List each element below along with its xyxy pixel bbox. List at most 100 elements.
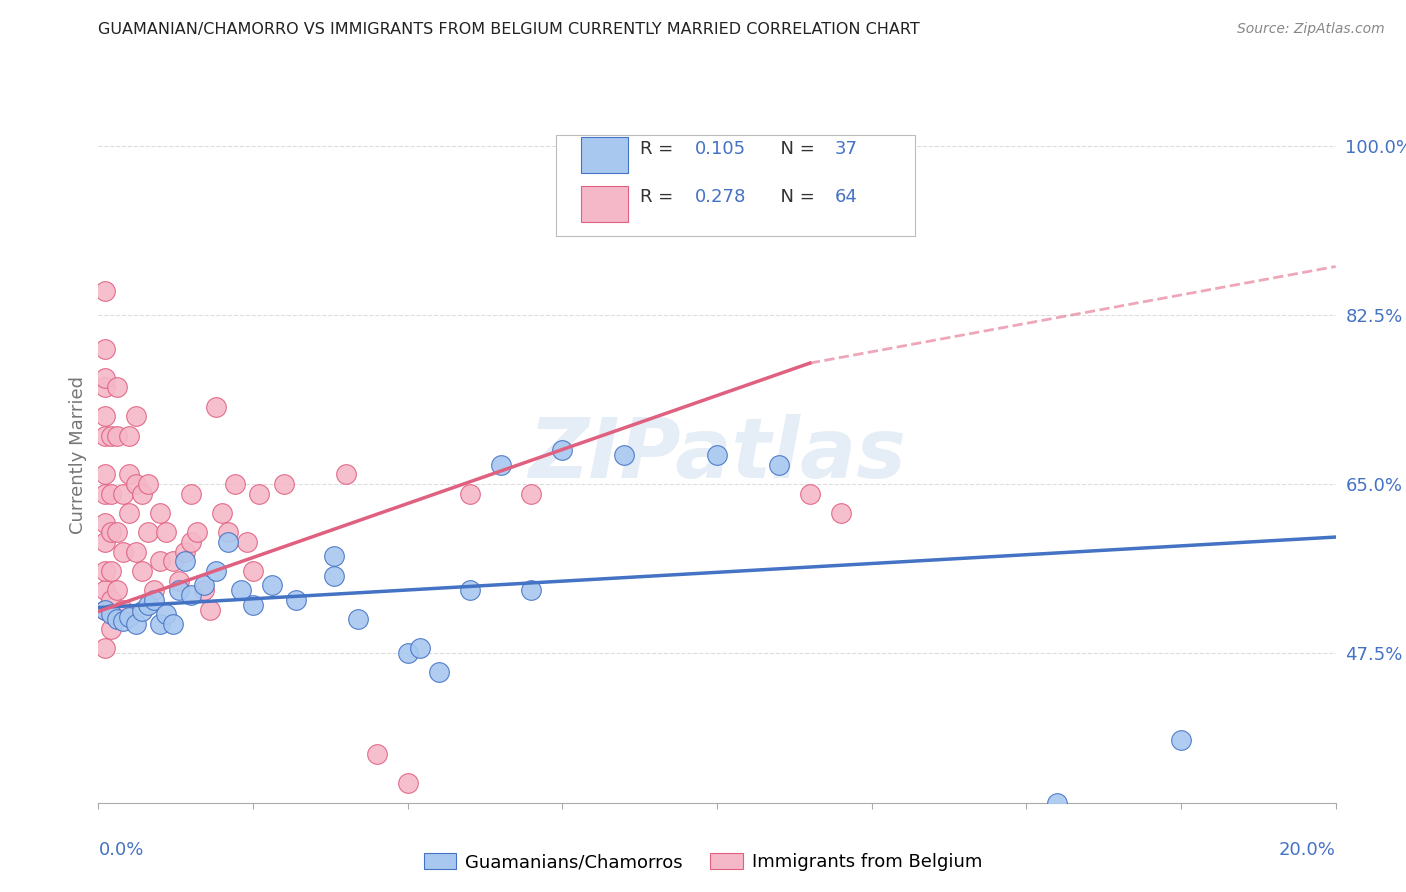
Text: GUAMANIAN/CHAMORRO VS IMMIGRANTS FROM BELGIUM CURRENTLY MARRIED CORRELATION CHAR: GUAMANIAN/CHAMORRO VS IMMIGRANTS FROM BE… xyxy=(98,22,920,37)
Point xyxy=(124,617,146,632)
Point xyxy=(830,506,852,520)
Point xyxy=(93,409,115,424)
Point xyxy=(247,486,270,500)
Point xyxy=(162,554,184,568)
Point xyxy=(131,486,153,500)
Point xyxy=(93,535,115,549)
Point xyxy=(105,380,128,394)
Point xyxy=(458,583,481,598)
Point xyxy=(100,622,122,636)
Point xyxy=(105,525,128,540)
Text: 0.0%: 0.0% xyxy=(98,841,143,859)
Point xyxy=(285,592,308,607)
Point xyxy=(105,428,128,442)
Point xyxy=(167,583,190,598)
Point xyxy=(100,486,122,500)
Point xyxy=(131,605,153,619)
Point xyxy=(396,646,419,660)
Point xyxy=(193,583,215,598)
Point xyxy=(93,467,115,482)
Point xyxy=(217,535,239,549)
Point xyxy=(193,578,215,592)
Point xyxy=(112,602,135,616)
Point xyxy=(520,583,543,598)
Point xyxy=(100,607,122,622)
Point xyxy=(335,467,357,482)
Point xyxy=(347,612,370,626)
Point xyxy=(205,564,228,578)
Point xyxy=(93,564,115,578)
Point xyxy=(93,380,115,394)
Text: 0.105: 0.105 xyxy=(695,140,747,158)
Point xyxy=(136,525,159,540)
Point xyxy=(799,486,821,500)
Text: ZIPatlas: ZIPatlas xyxy=(529,415,905,495)
Point xyxy=(409,641,432,656)
Point xyxy=(100,592,122,607)
Text: 0.278: 0.278 xyxy=(695,188,747,206)
Point xyxy=(236,535,259,549)
Point xyxy=(427,665,450,680)
Point xyxy=(162,617,184,632)
Point xyxy=(273,476,295,491)
Point xyxy=(260,578,283,592)
Point xyxy=(149,617,172,632)
Point xyxy=(112,614,135,628)
Text: R =: R = xyxy=(640,188,679,206)
Point xyxy=(217,525,239,540)
Point xyxy=(93,284,115,298)
Point xyxy=(93,486,115,500)
Point xyxy=(155,607,177,622)
Point xyxy=(124,409,146,424)
Point xyxy=(211,506,233,520)
Point xyxy=(100,525,122,540)
Point xyxy=(118,506,141,520)
Point xyxy=(198,602,221,616)
Point xyxy=(105,583,128,598)
Point xyxy=(180,486,202,500)
Point xyxy=(205,400,228,414)
Text: Source: ZipAtlas.com: Source: ZipAtlas.com xyxy=(1237,22,1385,37)
Text: N =: N = xyxy=(769,188,821,206)
Point xyxy=(93,516,115,530)
Point xyxy=(93,370,115,384)
Point xyxy=(105,612,128,626)
Point xyxy=(174,544,197,558)
Point xyxy=(1046,796,1069,810)
Point xyxy=(242,598,264,612)
Point xyxy=(118,467,141,482)
Text: N =: N = xyxy=(769,140,821,158)
Point xyxy=(93,641,115,656)
Point xyxy=(366,747,388,762)
Point xyxy=(118,428,141,442)
Point xyxy=(520,486,543,500)
Point xyxy=(100,428,122,442)
Point xyxy=(242,564,264,578)
FancyBboxPatch shape xyxy=(581,186,628,222)
Y-axis label: Currently Married: Currently Married xyxy=(69,376,87,534)
Point xyxy=(180,588,202,602)
Point xyxy=(224,476,246,491)
FancyBboxPatch shape xyxy=(581,137,628,173)
Point xyxy=(112,486,135,500)
Point xyxy=(180,535,202,549)
Point xyxy=(322,549,344,564)
Point xyxy=(93,428,115,442)
Text: R =: R = xyxy=(640,140,679,158)
Point xyxy=(768,458,790,472)
Point xyxy=(396,776,419,790)
Point xyxy=(124,476,146,491)
Point xyxy=(706,448,728,462)
Point xyxy=(124,544,146,558)
Point xyxy=(149,554,172,568)
Point xyxy=(112,544,135,558)
Point xyxy=(93,602,115,616)
Point xyxy=(136,598,159,612)
Text: 64: 64 xyxy=(835,188,858,206)
Point xyxy=(131,564,153,578)
Point xyxy=(186,525,208,540)
FancyBboxPatch shape xyxy=(557,135,915,235)
Point xyxy=(613,448,636,462)
Point xyxy=(155,525,177,540)
Point xyxy=(100,564,122,578)
